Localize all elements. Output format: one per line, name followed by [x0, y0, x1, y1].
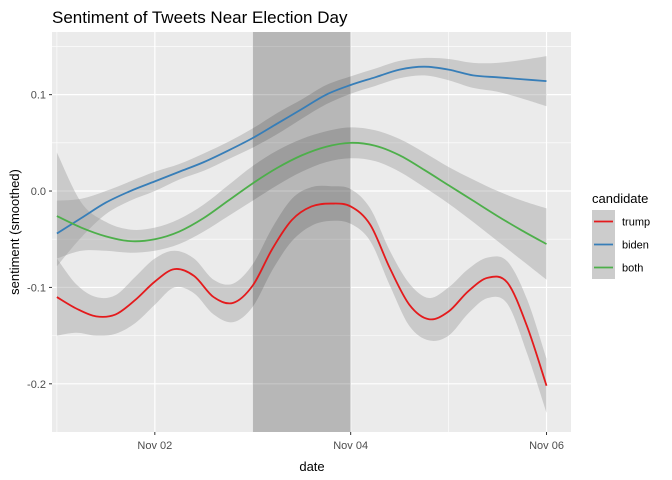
line-trump — [56, 202, 548, 387]
line-biden — [56, 65, 547, 235]
grid-minor — [52, 32, 571, 432]
x-tick-label: Nov 06 — [529, 440, 564, 452]
grid-major — [52, 32, 571, 432]
x-axis: Nov 02 Nov 04 Nov 06 — [137, 432, 564, 452]
x-axis-title: date — [299, 459, 324, 474]
y-tick-label: -0.1 — [27, 282, 46, 294]
series-lines — [56, 65, 548, 387]
ribbon-both — [56, 127, 547, 280]
x-tick-label: Nov 04 — [333, 440, 368, 452]
y-axis-title: sentiment (smoothed) — [7, 169, 22, 295]
legend: candidate trump biden both — [592, 191, 650, 279]
ribbon-trump — [56, 185, 547, 413]
panel-background — [52, 32, 571, 432]
plot-panel — [52, 32, 571, 432]
y-axis: -0.2 -0.1 0.0 0.1 — [27, 90, 52, 391]
legend-label-biden: biden — [622, 240, 649, 252]
chart-title: Sentiment of Tweets Near Election Day — [52, 8, 348, 27]
y-tick-label: 0.0 — [31, 186, 46, 198]
y-tick-label: -0.2 — [27, 379, 46, 391]
legend-label-both: both — [622, 263, 643, 275]
election-period-highlight — [252, 32, 351, 432]
legend-label-trump: trump — [622, 217, 650, 229]
x-tick-label: Nov 02 — [137, 440, 172, 452]
legend-title: candidate — [592, 191, 648, 206]
y-tick-label: 0.1 — [31, 90, 46, 102]
legend-items: trump biden both — [592, 210, 650, 279]
line-both — [56, 141, 547, 245]
